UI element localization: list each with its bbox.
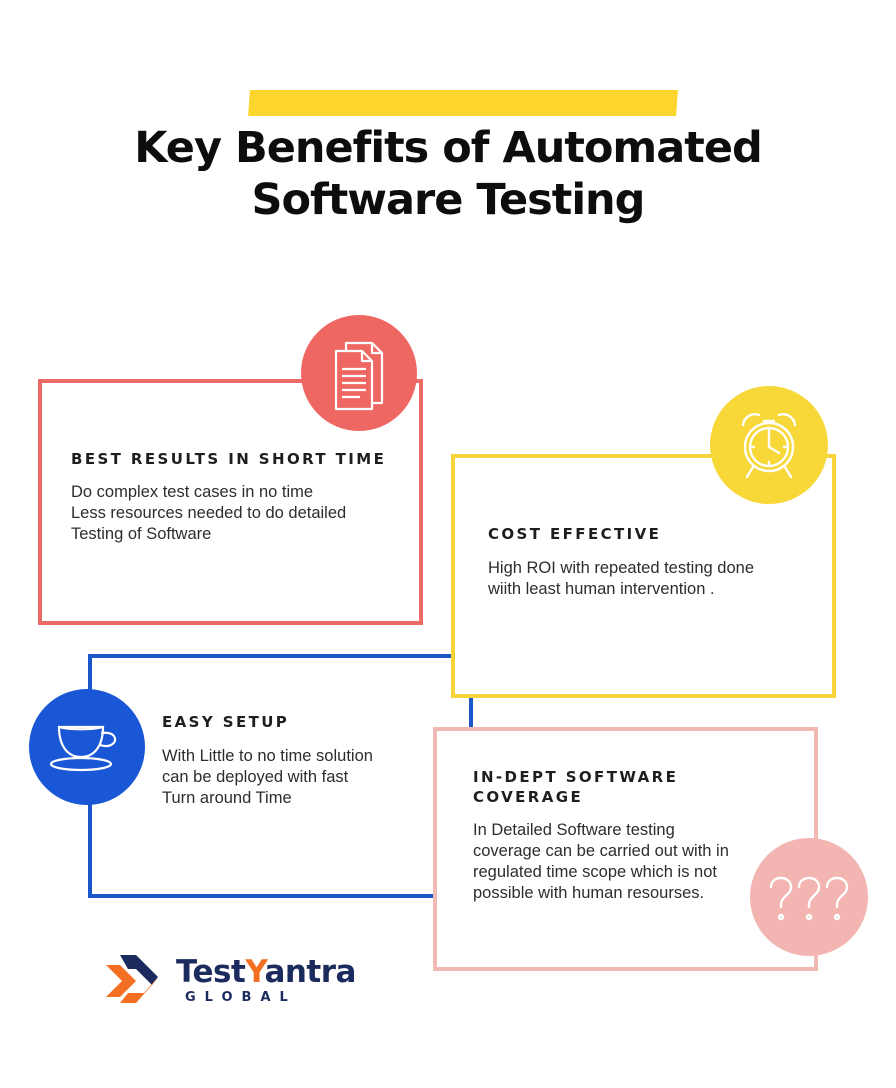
cost-effective-line-1: High ROI with repeated testing done	[488, 559, 754, 577]
software-coverage-card: IN-DEPT SOFTWARE COVERAGE In Detailed So…	[433, 727, 818, 971]
tea-cup-icon	[29, 689, 145, 805]
best-results-text: Do complex test cases in no time Less re…	[71, 482, 346, 545]
page-title: Key Benefits of Automated Software Testi…	[0, 122, 896, 226]
question-marks-icon	[750, 838, 868, 956]
software-coverage-line-4: possible with human resourses.	[473, 884, 705, 902]
testyantra-logo-subtitle: GLOBAL	[185, 990, 297, 1005]
best-results-card: BEST RESULTS IN SHORT TIME Do complex te…	[38, 379, 423, 625]
software-coverage-line-3: regulated time scope which is not	[473, 863, 717, 881]
best-results-line-2: Less resources needed to do detailed	[71, 504, 347, 522]
easy-setup-line-3: Turn around Time	[162, 789, 292, 807]
title-highlight-bar	[248, 90, 678, 116]
logo-name-part-2: Y	[245, 954, 265, 990]
software-coverage-line-2: coverage can be carried out with in	[473, 842, 729, 860]
document-icon	[301, 315, 417, 431]
software-coverage-line-1: In Detailed Software testing	[473, 821, 675, 839]
cost-effective-text: High ROI with repeated testing done wiit…	[488, 558, 754, 600]
page-title-line-1: Key Benefits of Automated	[134, 123, 763, 173]
easy-setup-line-2: can be deployed with fast	[162, 768, 349, 786]
cost-effective-heading: COST EFFECTIVE	[488, 525, 662, 543]
software-coverage-heading: IN-DEPT SOFTWARE COVERAGE	[473, 767, 678, 807]
software-coverage-text: In Detailed Software testing coverage ca…	[473, 820, 729, 904]
testyantra-logo-name: TestYantra	[176, 954, 356, 990]
best-results-line-3: Testing of Software	[71, 525, 212, 543]
alarm-clock-icon	[710, 386, 828, 504]
easy-setup-line-1: With Little to no time solution	[162, 747, 373, 765]
software-coverage-heading-line-2: COVERAGE	[473, 788, 584, 806]
easy-setup-text: With Little to no time solution can be d…	[162, 746, 373, 809]
page-title-line-2: Software Testing	[251, 175, 646, 225]
easy-setup-heading: EASY SETUP	[162, 713, 290, 731]
testyantra-logo-icon	[106, 955, 162, 1007]
logo-name-part-1: Test	[176, 954, 246, 990]
logo-name-part-3: antra	[264, 954, 356, 990]
cost-effective-line-2: wiith least human intervention .	[488, 580, 715, 598]
software-coverage-heading-line-1: IN-DEPT SOFTWARE	[473, 768, 679, 786]
best-results-line-1: Do complex test cases in no time	[71, 483, 314, 501]
best-results-heading: BEST RESULTS IN SHORT TIME	[71, 450, 387, 468]
